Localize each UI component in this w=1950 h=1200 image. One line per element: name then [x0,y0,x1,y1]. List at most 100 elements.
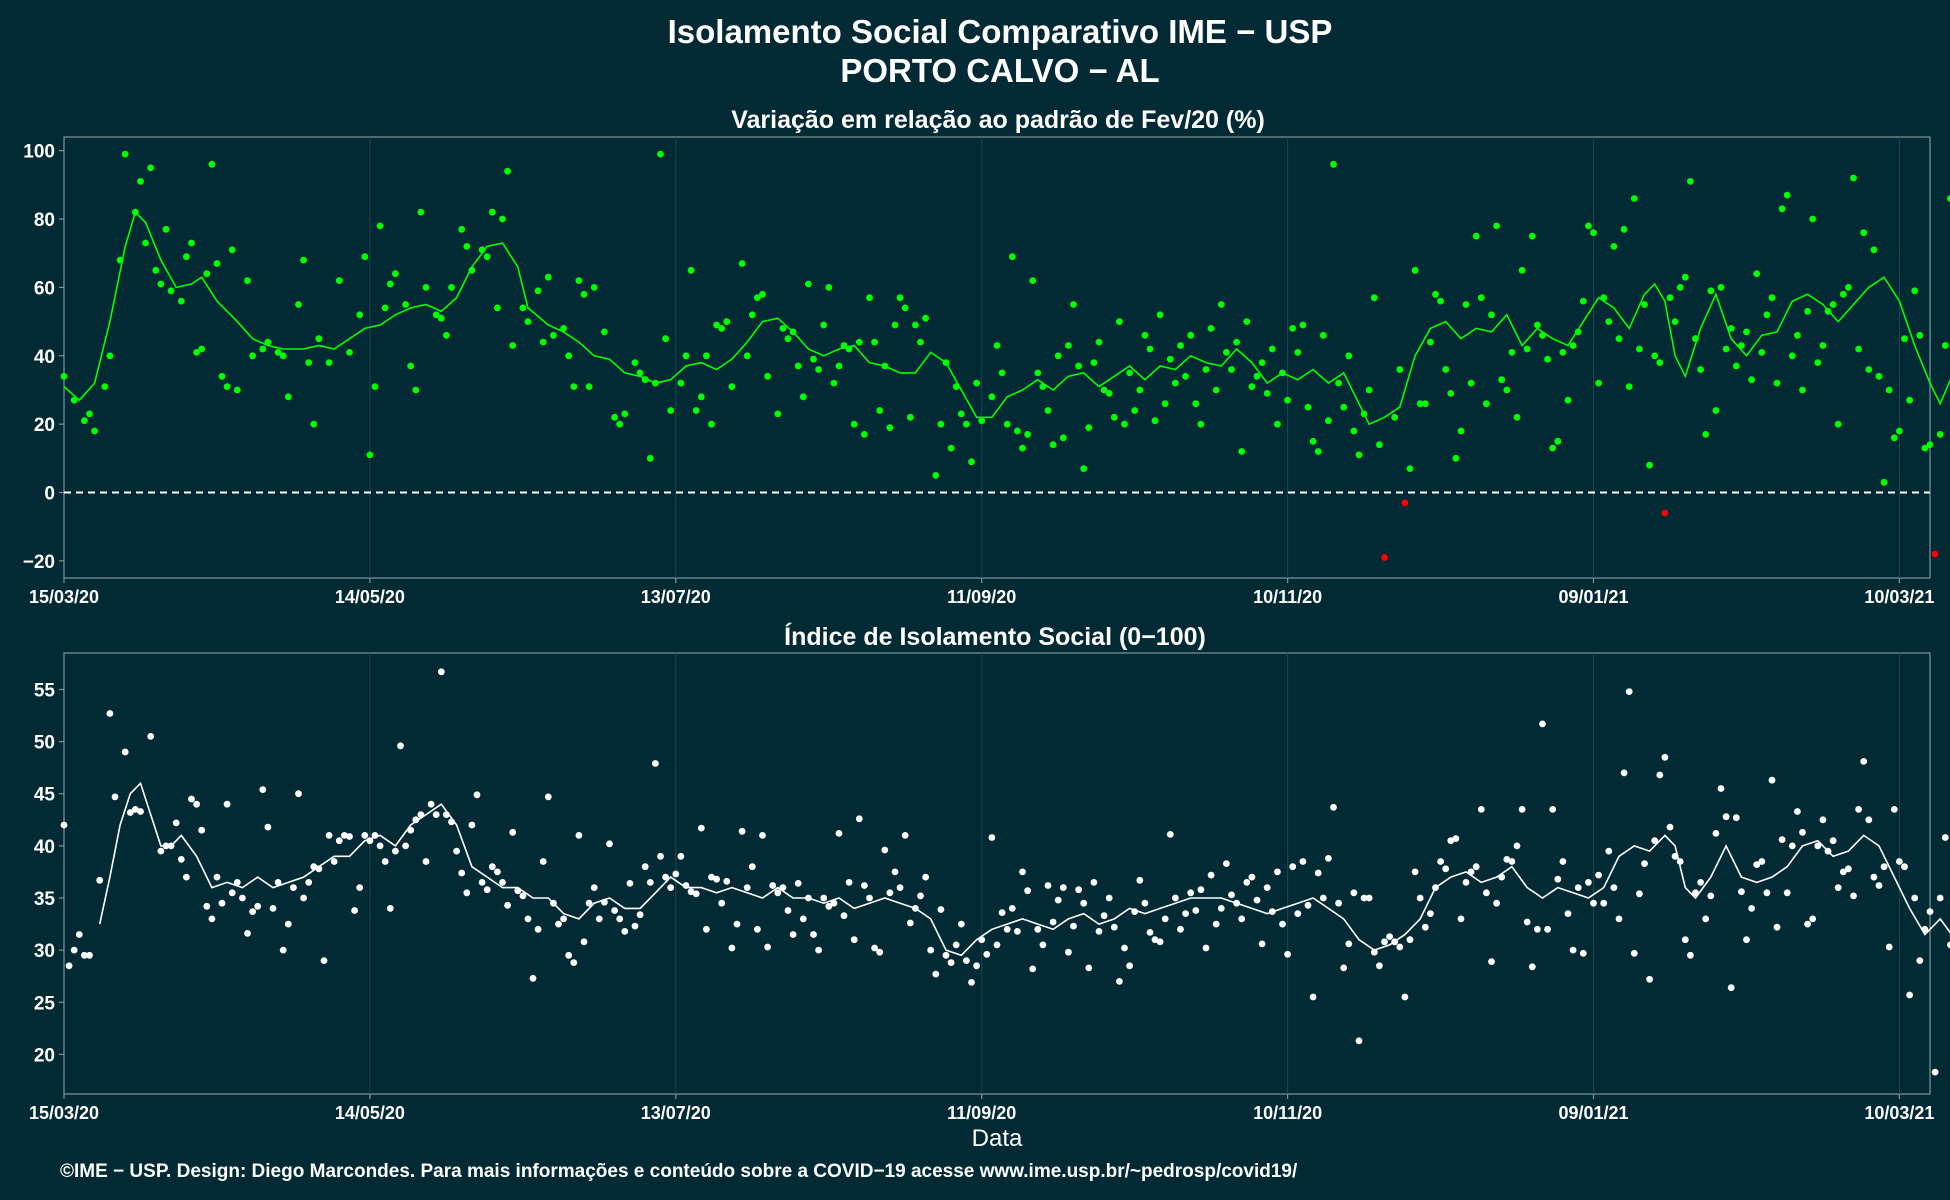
data-point [223,383,231,390]
data-point [1483,889,1490,897]
data-point [891,868,899,876]
data-point [631,359,639,366]
data-point [1289,863,1297,871]
data-point [1574,884,1582,891]
data-point [1513,842,1521,850]
data-point [1457,915,1465,923]
x-tick-label: 14/05/20 [335,587,405,607]
data-point [1136,386,1144,394]
data-point [473,791,481,799]
data-point [896,884,904,891]
data-point [402,842,409,850]
data-point [1105,894,1113,902]
data-point [1646,461,1653,469]
data-point [565,352,573,360]
data-point [1416,894,1424,902]
data-point [1870,246,1878,254]
y-tick-label: 20 [34,415,55,436]
data-point [1325,417,1332,425]
data-point [1411,266,1419,274]
data-point [412,816,420,824]
data-point [1350,889,1358,897]
data-point [325,832,333,839]
data-point [1309,993,1317,1001]
data-point [799,393,807,401]
data-point [703,925,710,933]
data-point [132,806,139,813]
data-point [392,270,399,278]
data-point [896,294,904,302]
data-point [1906,396,1913,404]
data-point [488,208,496,216]
data-point [1743,328,1750,336]
data-point [1437,297,1444,305]
data-point [555,920,562,928]
data-point [1783,191,1791,199]
data-point [1738,888,1745,896]
data-point [1549,444,1557,452]
data-point [947,444,955,452]
data-point [1610,884,1618,891]
data-point [1345,352,1353,360]
data-point [799,915,807,923]
data-point [213,260,221,267]
data-point [1916,957,1924,964]
data-point [386,905,394,912]
data-point [1941,342,1949,349]
data-point [713,875,720,883]
data-point [973,962,980,970]
data-point [1024,887,1031,895]
data-point [1829,301,1837,308]
data-point [1702,915,1710,923]
data-point [228,246,236,254]
data-point [315,335,323,343]
data-point [494,304,501,312]
data-point [769,882,777,889]
data-point [193,800,201,808]
data-point [1197,420,1205,428]
data-point [1253,372,1261,380]
data-point [1437,858,1444,865]
data-point [1559,349,1567,356]
data-point [335,277,343,284]
data-point [1778,205,1786,213]
data-point [488,863,496,871]
data-point [1605,847,1613,855]
data-point [1722,345,1730,353]
bottom-chart-title: Índice de Isolamento Social (0−100) [784,622,1206,651]
data-point [1335,899,1342,907]
data-point [1732,362,1740,370]
data-point [963,957,970,964]
data-point [75,931,83,938]
data-point [1248,383,1256,390]
data-point [366,451,374,459]
data-point [356,311,364,319]
data-point [779,325,787,332]
figure-title: Isolamento Social Comparativo IME − USP [668,13,1333,50]
data-point [1401,499,1409,507]
y-tick-label: 20 [34,1045,55,1066]
data-point [845,879,853,886]
data-point [529,974,537,982]
data-point [1503,856,1511,863]
data-point [621,928,629,935]
data-point [1768,294,1776,302]
variation-chart: 15/03/20 14/05/20 13/07/20 11/09/20 10/11/20… [23,136,1950,607]
data-point [1268,345,1276,353]
data-point [1085,424,1093,431]
data-point [560,915,567,923]
data-point [1299,858,1307,865]
data-point [855,815,863,823]
data-point [483,886,491,894]
data-point [1350,427,1358,435]
data-point [519,892,527,900]
data-point [284,920,292,928]
data-point [386,280,394,288]
data-point [1110,413,1118,421]
data-point [876,948,884,956]
data-point [198,345,206,353]
data-point [295,790,302,798]
y-tick-label: 80 [34,210,55,231]
data-point [147,733,155,740]
data-point [927,946,935,954]
